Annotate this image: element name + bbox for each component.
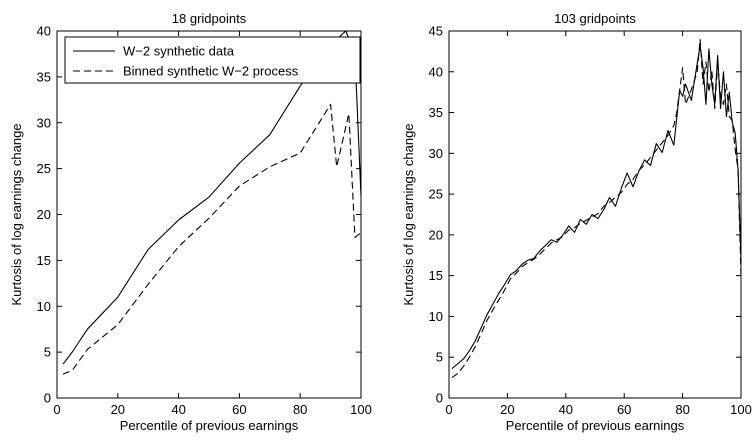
y-tick-label: 10 bbox=[37, 299, 51, 314]
chart-panel-1: 18 gridpoints 0 20 40 60 80 100 0 5 10 15 20 25 30 35 4… bbox=[9, 11, 372, 433]
x-tick-label: 80 bbox=[675, 402, 689, 417]
y-tick-label: 30 bbox=[37, 115, 51, 130]
x-tick-label: 100 bbox=[350, 402, 372, 417]
x-tick-label: 60 bbox=[617, 402, 631, 417]
chart-title: 18 gridpoints bbox=[172, 11, 247, 26]
x-tick-label: 60 bbox=[232, 402, 246, 417]
series-line-2 bbox=[62, 103, 362, 375]
y-tick-label: 10 bbox=[429, 309, 443, 324]
y-tick-label: 15 bbox=[37, 253, 51, 268]
y-tick-label: 0 bbox=[436, 391, 443, 406]
y-axis-label: Kurtosis of log earnings change bbox=[9, 123, 24, 305]
legend: W−2 synthetic data Binned synthetic W−2 p… bbox=[64, 36, 361, 84]
x-axis-label: Percentile of previous earnings bbox=[506, 418, 685, 433]
x-tick-label: 20 bbox=[500, 402, 514, 417]
y-tick-label: 20 bbox=[37, 207, 51, 222]
y-tick-label: 45 bbox=[429, 24, 443, 39]
legend-box bbox=[64, 36, 361, 84]
x-axis-label: Percentile of previous earnings bbox=[120, 418, 299, 433]
y-axis-label: Kurtosis of log earnings change bbox=[401, 123, 416, 305]
legend-label-2: Binned synthetic W−2 process bbox=[123, 64, 299, 79]
x-tick-label: 40 bbox=[559, 402, 573, 417]
series-line-2 bbox=[451, 38, 742, 379]
x-tick-label: 80 bbox=[293, 402, 307, 417]
y-tick-label: 0 bbox=[44, 391, 51, 406]
x-tick-label: 20 bbox=[111, 402, 125, 417]
chart-panel-2: 103 gridpoints 0 20 40 60 80 100 0 5 10 15 20 25 30 35… bbox=[401, 11, 752, 433]
x-tick-label: 0 bbox=[53, 402, 60, 417]
y-tick-label: 5 bbox=[44, 345, 51, 360]
x-tick-label: 100 bbox=[730, 402, 752, 417]
axes-box bbox=[448, 30, 742, 399]
series-line-1 bbox=[62, 30, 362, 365]
y-tick-label: 35 bbox=[37, 69, 51, 84]
y-tick-label: 30 bbox=[429, 146, 443, 161]
series-line-1 bbox=[451, 45, 742, 370]
y-tick-label: 15 bbox=[429, 268, 443, 283]
chart-title: 103 gridpoints bbox=[554, 11, 636, 26]
y-tick-label: 35 bbox=[429, 105, 443, 120]
y-tick-label: 40 bbox=[429, 64, 443, 79]
y-tick-label: 5 bbox=[436, 350, 443, 365]
x-tick-label: 40 bbox=[171, 402, 185, 417]
y-tick-label: 20 bbox=[429, 227, 443, 242]
legend-label-1: W−2 synthetic data bbox=[123, 44, 235, 59]
y-tick-label: 40 bbox=[37, 24, 51, 39]
y-tick-label: 25 bbox=[429, 187, 443, 202]
x-tick-label: 0 bbox=[445, 402, 452, 417]
y-tick-label: 25 bbox=[37, 161, 51, 176]
